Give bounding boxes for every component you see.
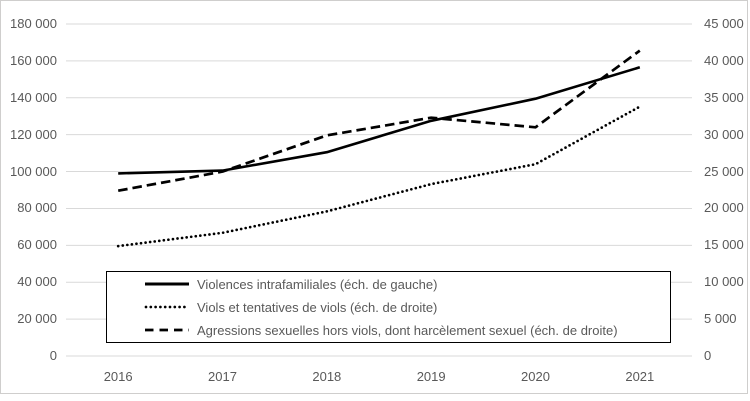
right-axis-tick: 30 000 xyxy=(704,126,744,142)
left-axis-tick: 60 000 xyxy=(17,237,57,253)
left-axis: 180 000 160 000 140 000 120 000 100 000 … xyxy=(6,17,57,363)
legend-entry-agressions-sexuelles: Agressions sexuelles hors viols, dont ha… xyxy=(144,319,670,342)
series-line-dashed xyxy=(117,49,641,193)
legend-label: Violences intrafamiliales (éch. de gauch… xyxy=(197,276,438,292)
x-axis-tick: 2017 xyxy=(208,369,237,384)
dotted-line-marker-icon xyxy=(144,305,190,309)
series-line-dotted xyxy=(116,105,642,248)
right-axis-tick: 40 000 xyxy=(704,52,744,68)
x-axis-tick: 2018 xyxy=(312,369,342,384)
right-axis-tick: 10 000 xyxy=(704,274,744,290)
left-axis-tick: 20 000 xyxy=(17,311,57,326)
left-axis-tick: 40 000 xyxy=(17,274,57,290)
solid-line-marker-icon xyxy=(145,282,189,286)
right-axis-tick: 5 000 xyxy=(704,311,737,326)
legend-entry-viols: Viols et tentatives de viols (éch. de dr… xyxy=(144,296,670,319)
dashed-line-marker-icon xyxy=(145,328,189,332)
left-axis-tick: 0 xyxy=(49,347,57,363)
right-axis-tick: 15 000 xyxy=(704,237,744,253)
x-axis-tick: 2021 xyxy=(625,369,655,384)
left-axis-tick: 180 000 xyxy=(10,16,57,31)
left-axis-tick: 140 000 xyxy=(10,89,57,105)
left-axis-tick: 120 000 xyxy=(10,126,57,142)
right-axis-tick: 45 000 xyxy=(704,16,744,31)
legend-label: Agressions sexuelles hors viols, dont ha… xyxy=(197,322,618,338)
legend-entry-violences-intrafamiliales: Violences intrafamiliales (éch. de gauch… xyxy=(144,273,670,296)
x-axis: 2016 2017 2018 2019 2020 2021 xyxy=(66,369,692,384)
left-axis-tick: 100 000 xyxy=(10,163,57,179)
x-axis-tick: 2016 xyxy=(103,369,133,384)
left-axis-tick: 160 000 xyxy=(10,52,57,68)
left-axis-tick: 80 000 xyxy=(17,200,57,216)
right-axis-tick: 25 000 xyxy=(704,163,744,179)
right-axis: 45 000 40 000 35 000 30 000 25 000 20 00… xyxy=(704,17,750,363)
right-axis-tick: 0 xyxy=(704,347,712,363)
legend: Violences intrafamiliales (éch. de gauch… xyxy=(106,271,671,343)
x-axis-tick: 2020 xyxy=(521,369,550,384)
x-axis-tick: 2019 xyxy=(416,369,446,384)
legend-label: Viols et tentatives de viols (éch. de dr… xyxy=(197,299,438,315)
series-line-solid xyxy=(118,66,641,175)
right-axis-tick: 35 000 xyxy=(704,89,744,105)
right-axis-tick: 20 000 xyxy=(704,200,744,216)
